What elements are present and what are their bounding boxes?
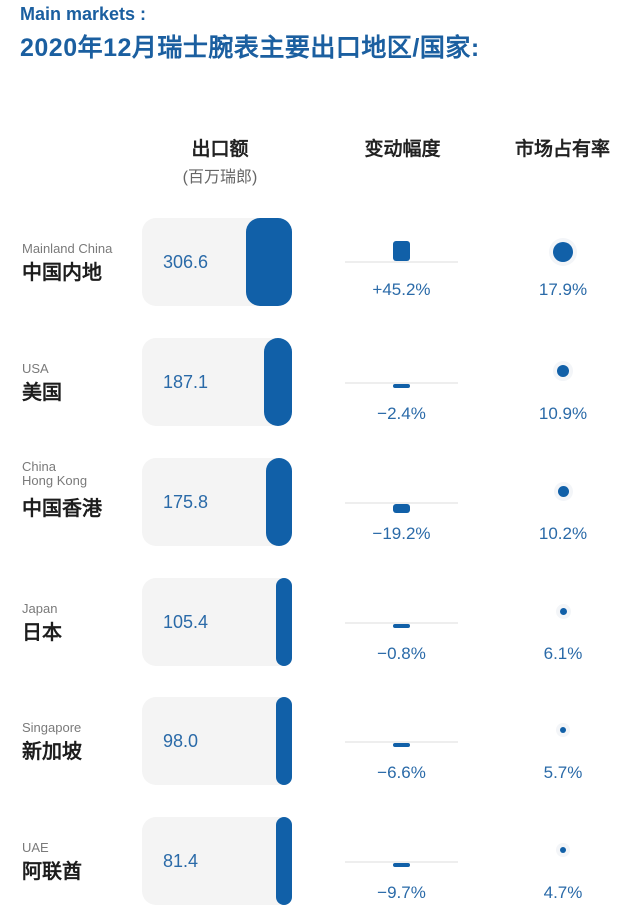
export-bar-card: 175.8 [142,458,292,546]
export-value: 187.1 [163,372,209,392]
export-bar [264,338,292,426]
change-value: −6.6% [377,763,426,782]
export-bar [276,578,292,666]
page-title: 2020年12月瑞士腕表主要出口地区/国家: [20,34,480,62]
share-value: 17.9% [538,280,588,299]
change-value: +45.2% [372,280,431,299]
market-name-en: China Hong Kong [22,459,88,488]
market-name-zh: 阿联酋 [22,861,82,883]
share-value: 6.1% [543,644,583,663]
change-value: −2.4% [377,404,426,423]
change-baseline [345,261,458,263]
table-row: China Hong Kong 中国香港 175.8 −19.2% 10.2% [0,458,635,558]
export-bar-card: 187.1 [142,338,292,426]
market-name-en: Singapore [22,720,82,735]
share-value: 4.7% [543,883,583,902]
export-bar-card: 105.4 [142,578,292,666]
share-dot [553,242,573,262]
change-value: −9.7% [377,883,426,902]
change-bar [393,863,410,867]
market-name-zh: 中国内地 [22,262,102,284]
column-header-export-unit: (百万瑞郎) [182,169,258,186]
export-bar [266,458,292,546]
share-dot [560,727,566,733]
export-value: 81.4 [163,851,199,871]
market-name-en: Japan [22,601,58,616]
change-baseline [345,861,458,863]
share-dot [559,607,567,615]
column-header-export: 出口额 [191,139,249,160]
export-bar-card: 306.6 [142,218,292,306]
table-row: Singapore 新加坡 98.0 −6.6% 5.7% [0,697,635,797]
change-baseline [345,502,458,504]
market-name-en: UAE [22,840,49,855]
export-value: 105.4 [163,612,209,632]
change-bar [393,743,410,747]
change-value: −19.2% [372,524,431,543]
share-value: 10.9% [538,404,588,423]
market-name-en: Mainland China [22,241,113,256]
change-baseline [345,741,458,743]
market-name-en: USA [22,361,49,376]
export-bar [246,218,292,306]
market-name-zh: 中国香港 [22,498,102,520]
table-row: Mainland China 中国内地 306.6 +45.2% 17.9% [0,218,635,318]
export-bar [276,697,292,785]
table-row: USA 美国 187.1 −2.4% 10.9% [0,338,635,438]
change-bar [393,624,410,628]
share-dot [557,485,569,497]
column-header-change: 变动幅度 [364,139,441,160]
change-baseline [345,382,458,384]
change-baseline [345,622,458,624]
share-value: 10.2% [538,524,588,543]
share-value: 5.7% [543,763,583,782]
table-row: Japan 日本 105.4 −0.8% 6.1% [0,578,635,678]
export-bar-card: 81.4 [142,817,292,905]
export-bar [276,817,292,905]
market-name-zh: 新加坡 [22,741,82,763]
change-value: −0.8% [377,644,426,663]
subtitle: Main markets : [20,4,147,24]
change-bar [393,241,410,261]
market-name-zh: 美国 [22,382,62,404]
change-bar [393,504,410,513]
change-bar [393,384,410,388]
export-value: 306.6 [163,252,209,272]
export-value: 175.8 [163,492,209,512]
market-name-zh: 日本 [22,622,62,644]
table-row: UAE 阿联酋 81.4 −9.7% 4.7% [0,817,635,911]
export-bar-card: 98.0 [142,697,292,785]
column-header-share: 市场占有率 [514,139,610,160]
export-value: 98.0 [163,731,199,751]
share-dot [560,847,566,853]
share-dot [557,365,569,377]
